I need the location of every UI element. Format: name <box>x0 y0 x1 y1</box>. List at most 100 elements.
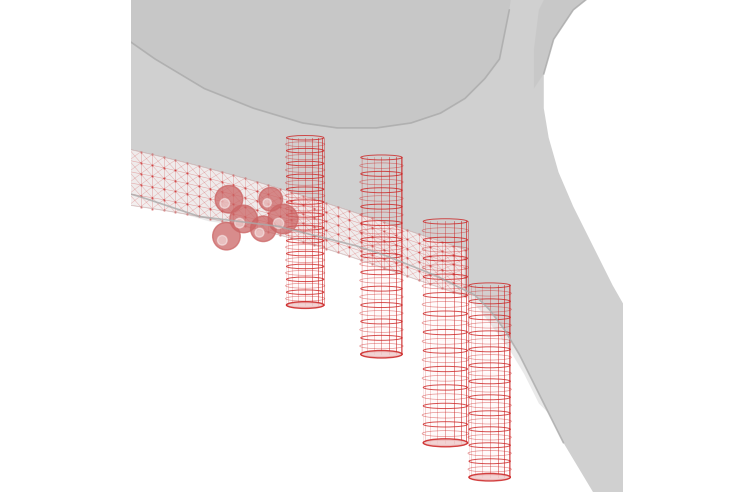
Ellipse shape <box>286 215 324 220</box>
Ellipse shape <box>286 227 324 233</box>
Ellipse shape <box>286 231 324 237</box>
Ellipse shape <box>286 156 324 161</box>
Ellipse shape <box>361 209 402 215</box>
Ellipse shape <box>361 243 402 249</box>
Ellipse shape <box>361 346 402 352</box>
Ellipse shape <box>423 390 468 396</box>
Ellipse shape <box>423 384 468 391</box>
Ellipse shape <box>469 398 511 403</box>
Ellipse shape <box>361 169 402 175</box>
Ellipse shape <box>423 335 468 341</box>
Ellipse shape <box>469 440 511 447</box>
Polygon shape <box>534 0 647 89</box>
Ellipse shape <box>286 223 324 228</box>
Ellipse shape <box>469 335 511 341</box>
Ellipse shape <box>423 251 468 258</box>
Ellipse shape <box>469 344 511 351</box>
Ellipse shape <box>423 362 468 369</box>
Ellipse shape <box>286 281 324 287</box>
Ellipse shape <box>469 460 511 466</box>
Circle shape <box>263 199 271 207</box>
Ellipse shape <box>286 152 324 157</box>
Ellipse shape <box>286 235 324 241</box>
Ellipse shape <box>423 262 468 269</box>
Ellipse shape <box>469 373 511 380</box>
Polygon shape <box>106 0 514 128</box>
Ellipse shape <box>469 417 511 423</box>
Ellipse shape <box>423 345 468 352</box>
Ellipse shape <box>286 298 324 304</box>
Circle shape <box>230 205 258 233</box>
Ellipse shape <box>423 307 468 313</box>
Ellipse shape <box>286 285 324 291</box>
Ellipse shape <box>469 450 511 457</box>
Ellipse shape <box>423 323 468 330</box>
Polygon shape <box>106 144 465 296</box>
Ellipse shape <box>469 330 511 337</box>
Ellipse shape <box>286 273 324 278</box>
Ellipse shape <box>423 368 468 374</box>
Ellipse shape <box>469 364 511 370</box>
Ellipse shape <box>286 173 324 178</box>
Ellipse shape <box>361 204 402 210</box>
Ellipse shape <box>469 469 511 476</box>
Circle shape <box>218 236 227 245</box>
Circle shape <box>215 185 242 213</box>
Ellipse shape <box>469 378 511 384</box>
Ellipse shape <box>361 341 402 347</box>
Ellipse shape <box>469 359 511 365</box>
Ellipse shape <box>469 445 511 452</box>
Ellipse shape <box>423 223 468 230</box>
Ellipse shape <box>423 417 468 424</box>
Ellipse shape <box>286 240 324 245</box>
Ellipse shape <box>423 340 468 346</box>
Circle shape <box>251 216 276 242</box>
Ellipse shape <box>286 294 324 300</box>
Ellipse shape <box>361 194 402 200</box>
Ellipse shape <box>423 439 468 447</box>
Ellipse shape <box>469 421 511 428</box>
Ellipse shape <box>361 253 402 259</box>
Ellipse shape <box>469 464 511 471</box>
Ellipse shape <box>469 340 511 346</box>
Circle shape <box>273 218 284 228</box>
Ellipse shape <box>361 159 402 165</box>
Ellipse shape <box>361 307 402 313</box>
Ellipse shape <box>361 351 402 357</box>
Ellipse shape <box>361 199 402 205</box>
Ellipse shape <box>286 290 324 295</box>
Ellipse shape <box>361 312 402 318</box>
Ellipse shape <box>361 238 402 244</box>
Ellipse shape <box>361 228 402 234</box>
Ellipse shape <box>361 233 402 239</box>
Ellipse shape <box>423 290 468 297</box>
Ellipse shape <box>361 287 402 293</box>
Ellipse shape <box>286 198 324 203</box>
Circle shape <box>220 199 230 208</box>
Circle shape <box>235 218 245 228</box>
Ellipse shape <box>469 306 511 312</box>
Ellipse shape <box>469 393 511 399</box>
Ellipse shape <box>469 369 511 375</box>
Ellipse shape <box>423 296 468 302</box>
Ellipse shape <box>423 439 468 446</box>
Circle shape <box>255 228 264 237</box>
Ellipse shape <box>469 325 511 332</box>
Ellipse shape <box>423 240 468 247</box>
Ellipse shape <box>361 277 402 283</box>
Ellipse shape <box>423 235 468 241</box>
Ellipse shape <box>286 202 324 208</box>
Ellipse shape <box>361 258 402 264</box>
Ellipse shape <box>469 412 511 418</box>
Ellipse shape <box>286 248 324 253</box>
Ellipse shape <box>423 329 468 336</box>
Ellipse shape <box>361 248 402 254</box>
Ellipse shape <box>469 455 511 461</box>
Ellipse shape <box>469 436 511 442</box>
Ellipse shape <box>361 282 402 288</box>
Ellipse shape <box>423 274 468 280</box>
Ellipse shape <box>361 218 402 224</box>
Ellipse shape <box>361 179 402 185</box>
Ellipse shape <box>469 426 511 432</box>
Ellipse shape <box>286 277 324 283</box>
